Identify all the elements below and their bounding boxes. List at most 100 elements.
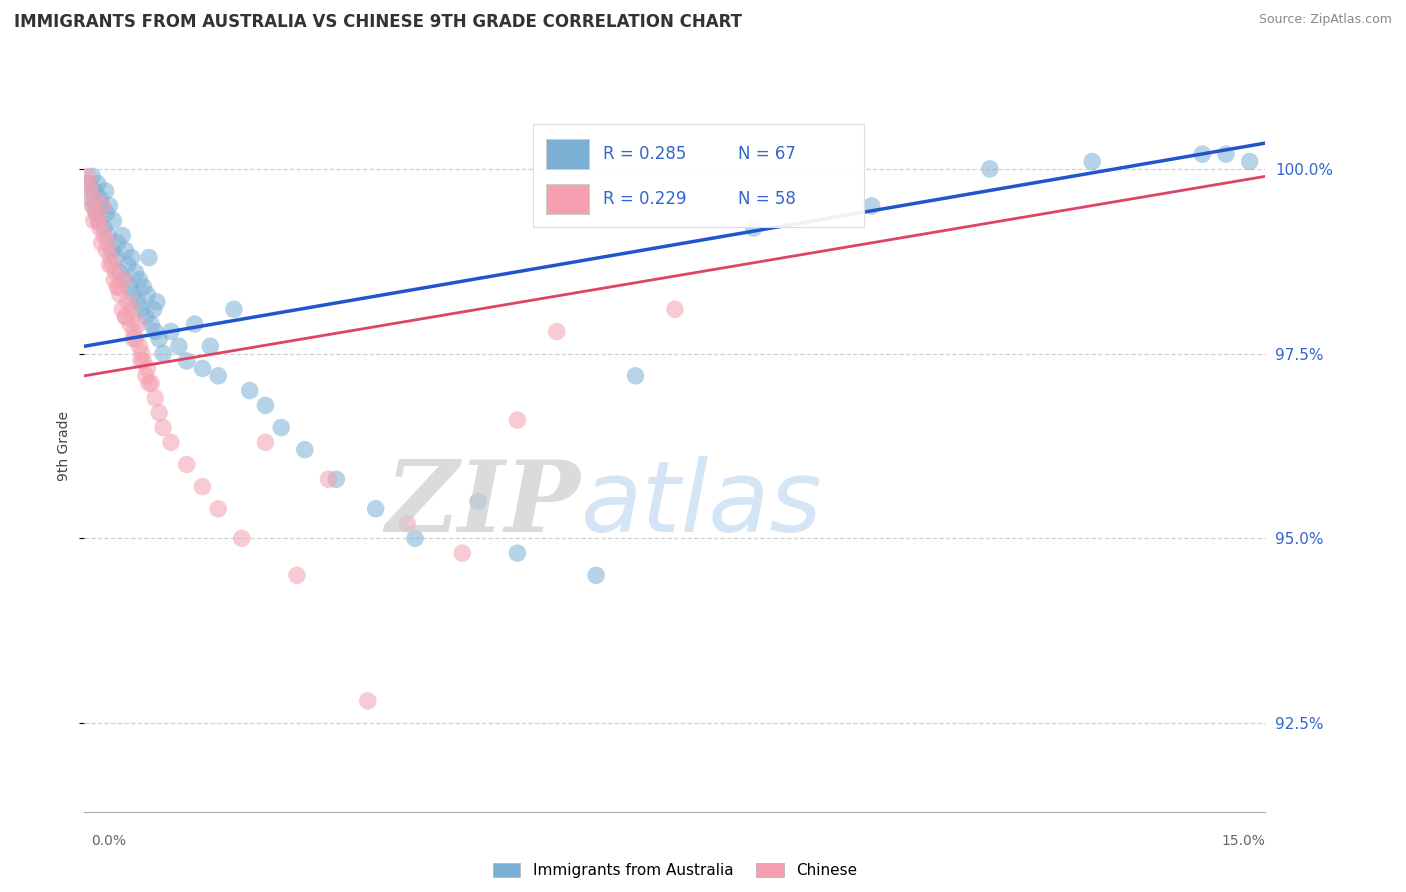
Point (91, 199, 114, 213)
Point (93, 228, 115, 243)
Text: ZIP: ZIP (385, 457, 581, 553)
Point (104, 265, 127, 279)
Point (108, 265, 131, 279)
Point (83, 213, 105, 227)
Point (254, 398, 277, 412)
Point (112, 273, 135, 287)
Point (1081, 154, 1104, 169)
Text: R = 0.285: R = 0.285 (603, 145, 686, 163)
Point (129, 302, 152, 317)
Point (118, 280, 141, 294)
Point (82, 199, 104, 213)
Text: IMMIGRANTS FROM AUSTRALIA VS CHINESE 9TH GRADE CORRELATION CHART: IMMIGRANTS FROM AUSTRALIA VS CHINESE 9TH… (14, 13, 742, 31)
Point (98, 251, 121, 265)
Point (506, 413, 529, 427)
Point (148, 406, 170, 420)
Point (98, 258, 121, 272)
Point (207, 501, 229, 516)
Point (127, 317, 149, 331)
Point (742, 221, 765, 235)
Point (146, 294, 169, 309)
Point (83, 184, 105, 198)
Point (122, 287, 145, 301)
Point (79, 184, 101, 198)
Point (107, 235, 129, 250)
Point (979, 161, 1001, 176)
Point (87, 213, 110, 227)
Point (138, 251, 160, 265)
Point (107, 280, 129, 294)
Point (118, 317, 141, 331)
Point (167, 339, 190, 353)
Point (124, 332, 146, 346)
Text: atlas: atlas (581, 456, 823, 553)
Point (83, 192, 105, 206)
Point (121, 251, 143, 265)
Point (176, 458, 198, 472)
Point (127, 294, 149, 309)
Point (128, 273, 150, 287)
Point (318, 472, 340, 486)
Text: Source: ZipAtlas.com: Source: ZipAtlas.com (1258, 13, 1392, 27)
Point (148, 332, 170, 346)
Point (860, 199, 883, 213)
Point (135, 310, 157, 324)
Point (87, 177, 110, 191)
Point (1215, 147, 1237, 161)
Point (207, 368, 229, 383)
Point (83, 199, 105, 213)
Point (451, 546, 474, 560)
Point (239, 384, 262, 398)
Y-axis label: 9th Grade: 9th Grade (56, 411, 70, 481)
Point (84, 206, 107, 220)
Point (96, 206, 118, 220)
Text: N = 58: N = 58 (738, 190, 796, 208)
Point (231, 532, 253, 546)
Point (103, 273, 125, 287)
Point (546, 325, 568, 339)
Point (152, 346, 174, 360)
Point (1191, 147, 1213, 161)
Text: 0.0%: 0.0% (91, 834, 127, 848)
Point (141, 317, 163, 331)
Point (128, 339, 150, 353)
Point (114, 244, 136, 258)
Point (396, 516, 419, 531)
Point (131, 346, 153, 360)
Legend: Immigrants from Australia, Chinese: Immigrants from Australia, Chinese (486, 857, 863, 884)
Point (285, 568, 308, 582)
Point (160, 325, 183, 339)
Point (90, 199, 112, 213)
Point (112, 273, 135, 287)
Point (90, 235, 112, 250)
Point (122, 325, 145, 339)
Point (76, 169, 98, 184)
Point (1239, 154, 1261, 169)
Point (191, 361, 214, 376)
Point (143, 325, 166, 339)
Point (103, 213, 125, 227)
Point (585, 568, 607, 582)
Point (108, 287, 131, 301)
Point (101, 258, 124, 272)
FancyBboxPatch shape (547, 184, 589, 214)
Point (124, 265, 146, 279)
Text: R = 0.229: R = 0.229 (603, 190, 686, 208)
Point (77, 177, 100, 191)
Point (294, 442, 316, 457)
Point (467, 494, 489, 508)
Point (357, 694, 380, 708)
Point (136, 287, 159, 301)
Point (96, 244, 118, 258)
Point (152, 420, 174, 434)
Point (191, 480, 214, 494)
Text: 15.0%: 15.0% (1222, 834, 1265, 848)
Point (115, 310, 138, 324)
Point (111, 228, 134, 243)
Point (270, 420, 292, 434)
Point (89, 192, 111, 206)
Point (77, 177, 100, 191)
Point (79, 192, 101, 206)
Point (117, 294, 139, 309)
Point (104, 251, 127, 265)
